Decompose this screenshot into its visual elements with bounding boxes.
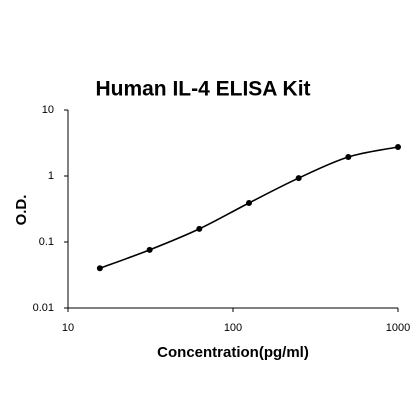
point	[345, 154, 352, 161]
x-axis-label: Concentration(pg/ml)	[157, 344, 309, 361]
point	[96, 265, 103, 272]
point	[146, 246, 153, 253]
point	[245, 199, 252, 206]
y-tick-label: 1	[48, 170, 54, 182]
y-axis-label: O.D.	[13, 195, 30, 226]
x-tick-label: 100	[224, 322, 242, 334]
y-tick-label: 0.1	[39, 236, 54, 248]
y-tick-label: 10	[42, 104, 54, 116]
x-tick-label: 1000	[386, 322, 410, 334]
point	[295, 175, 302, 182]
y-tick-label: 0.01	[33, 302, 54, 314]
x-tick-label: 10	[62, 322, 74, 334]
chart-title: Human IL-4 ELISA Kit	[95, 78, 310, 101]
point	[196, 225, 203, 232]
fit-curve	[99, 146, 399, 270]
point	[395, 144, 401, 151]
